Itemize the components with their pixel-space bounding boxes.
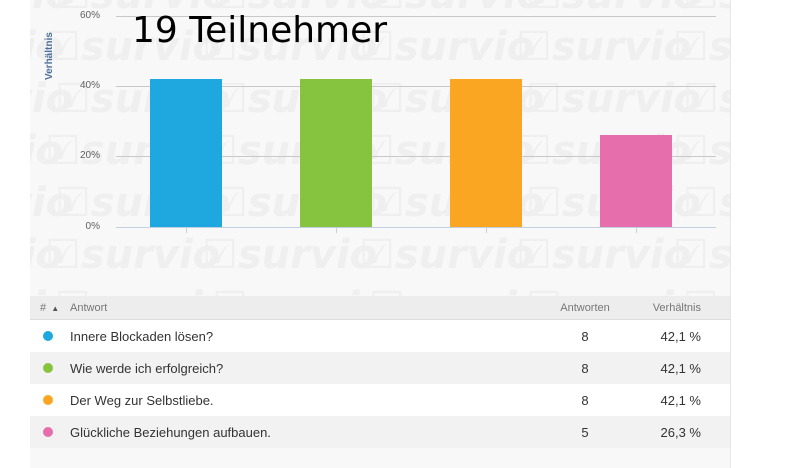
header-num: # — [40, 301, 47, 314]
watermark-text: ☑survio — [30, 24, 64, 70]
watermark-text: ☑survio — [212, 0, 387, 18]
answer-ratio: 42,1 % — [660, 392, 701, 408]
answer-count: 8 — [581, 328, 589, 344]
answer-text: Wie werde ich erfolgreich? — [70, 360, 224, 376]
watermark-text: ☑survio — [516, 232, 692, 278]
table-row: Der Weg zur Selbstliebe. 8 42,1 % — [30, 384, 730, 416]
color-dot-icon — [43, 394, 53, 405]
y-tick-60: 60% — [79, 10, 100, 21]
watermark-text: ☑survio — [202, 24, 378, 70]
color-dot-icon — [43, 362, 53, 373]
table-row: Glückliche Beziehungen aufbauen. 5 26,3 … — [30, 416, 730, 448]
watermark-text: ☑survio — [45, 232, 221, 278]
watermark-text: ☑survio — [359, 232, 535, 278]
bar[interactable] — [150, 79, 222, 227]
watermark-text: ☑survio — [359, 24, 535, 70]
results-table: # ▲ Antwort Antworten Verhältnis Innere … — [30, 296, 730, 458]
bar[interactable] — [600, 135, 672, 227]
answer-text: Innere Blockaden lösen? — [70, 328, 214, 344]
bar[interactable] — [300, 79, 372, 227]
y-axis-title: Verhältnis — [44, 32, 55, 80]
watermark-text: ☑survio — [30, 284, 73, 296]
answer-ratio: 42,1 % — [660, 360, 701, 376]
watermark-text: ☑survio — [30, 0, 73, 18]
results-panel: ☑survio☑survio☑survio☑survio☑survio☑surv… — [30, 0, 731, 468]
answer-count: 8 — [581, 360, 589, 376]
watermark-text: ☑survio — [55, 0, 230, 18]
table-row: Wie werde ich erfolgreich? 8 42,1 % — [30, 352, 730, 384]
y-tick-20: 20% — [79, 150, 100, 161]
sort-up-icon: ▲ — [51, 303, 60, 313]
color-dot-icon — [43, 330, 53, 341]
table-footer — [30, 448, 730, 458]
answer-text: Glückliche Beziehungen aufbauen. — [70, 424, 271, 440]
watermark-text: ☑survio — [369, 0, 544, 18]
watermark-text: ☑survio — [683, 180, 730, 226]
y-tick-0: 0% — [85, 221, 100, 232]
x-tick — [486, 228, 487, 233]
watermark-text: ☑survio — [673, 24, 730, 70]
x-tick — [186, 228, 187, 233]
watermark-text: ☑survio — [30, 232, 64, 278]
bar-chart: ☑survio☑survio☑survio☑survio☑survio☑surv… — [30, 0, 730, 296]
x-tick — [336, 228, 337, 233]
answer-count: 8 — [581, 392, 589, 408]
table-header: # ▲ Antwort Antworten Verhältnis — [30, 296, 730, 320]
answer-ratio: 42,1 % — [660, 328, 701, 344]
watermark-text: ☑survio — [526, 76, 702, 122]
watermark-text: ☑survio — [683, 0, 730, 18]
watermark-text: ☑survio — [202, 232, 378, 278]
watermark-text: ☑survio — [673, 128, 730, 174]
header-answer[interactable]: Antwort — [70, 301, 108, 314]
watermark-text: ☑survio — [30, 180, 74, 226]
watermark-text: ☑survio — [526, 284, 701, 296]
watermark-text: ☑survio — [673, 232, 730, 278]
gridline-60 — [116, 16, 716, 17]
answer-ratio: 26,3 % — [660, 424, 701, 440]
chart-title: 19 Teilnehmer — [132, 10, 388, 51]
color-dot-icon — [43, 426, 53, 437]
watermark-text: ☑survio — [369, 284, 544, 296]
watermark-text: ☑survio — [30, 128, 64, 174]
x-axis — [116, 227, 716, 228]
y-tick-40: 40% — [79, 80, 100, 91]
watermark-text: ☑survio — [683, 284, 730, 296]
table-row: Innere Blockaden lösen? 8 42,1 % — [30, 320, 730, 352]
answer-text: Der Weg zur Selbstliebe. — [70, 392, 214, 408]
watermark-text: ☑survio — [55, 284, 230, 296]
watermark-text: ☑survio — [683, 76, 730, 122]
answer-count: 5 — [581, 424, 589, 440]
watermark-text: ☑survio — [212, 284, 387, 296]
header-count[interactable]: Antworten — [560, 301, 610, 314]
watermark-text: ☑survio — [516, 24, 692, 70]
watermark-text: ☑survio — [526, 0, 701, 18]
sort-by-number[interactable]: # ▲ — [30, 302, 70, 314]
bar[interactable] — [450, 79, 522, 227]
gridline-20 — [116, 156, 716, 157]
gridline-40 — [116, 86, 716, 87]
header-ratio[interactable]: Verhältnis — [652, 301, 701, 314]
x-tick — [636, 228, 637, 233]
watermark-text: ☑survio — [45, 24, 221, 70]
watermark-text: ☑survio — [30, 76, 74, 122]
